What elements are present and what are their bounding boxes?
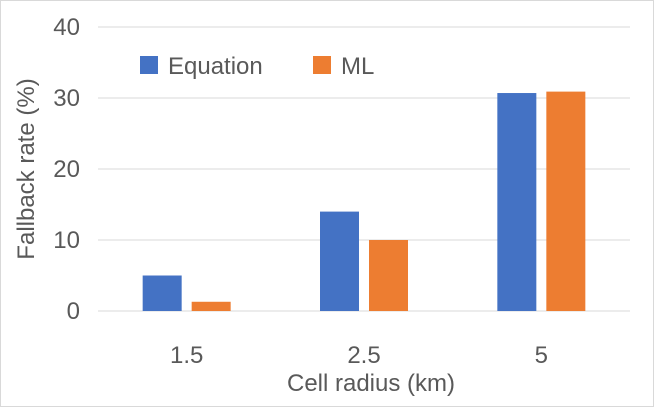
x-axis-title: Cell radius (km): [287, 370, 455, 397]
x-tick-label: 5: [535, 342, 548, 369]
legend-label-equation: Equation: [168, 53, 263, 80]
bar-ml-5: [546, 91, 586, 311]
bars: [142, 91, 586, 311]
x-tick-labels: 1.5 2.5 5: [170, 342, 548, 369]
legend-label-ml: ML: [341, 53, 374, 80]
y-tick-labels: 0 10 20 30 40: [53, 14, 80, 325]
y-axis-title: Fallback rate (%): [13, 78, 40, 259]
legend: Equation ML: [140, 53, 374, 80]
bar-equation-2.5: [320, 211, 359, 311]
y-tick-label: 40: [53, 14, 80, 41]
x-tick-label: 1.5: [170, 342, 203, 369]
y-tick-label: 10: [53, 227, 80, 254]
gridlines: [98, 26, 630, 312]
y-tick-label: 30: [53, 85, 80, 112]
legend-swatch-ml: [313, 56, 331, 74]
bar-ml-2.5: [369, 240, 408, 311]
y-tick-label: 0: [67, 298, 80, 325]
bar-equation-1.5: [142, 275, 182, 311]
y-tick-label: 20: [53, 156, 80, 183]
bar-equation-5: [497, 93, 537, 311]
legend-swatch-equation: [140, 56, 158, 74]
x-tick-label: 2.5: [347, 342, 380, 369]
bar-ml-1.5: [191, 301, 231, 311]
